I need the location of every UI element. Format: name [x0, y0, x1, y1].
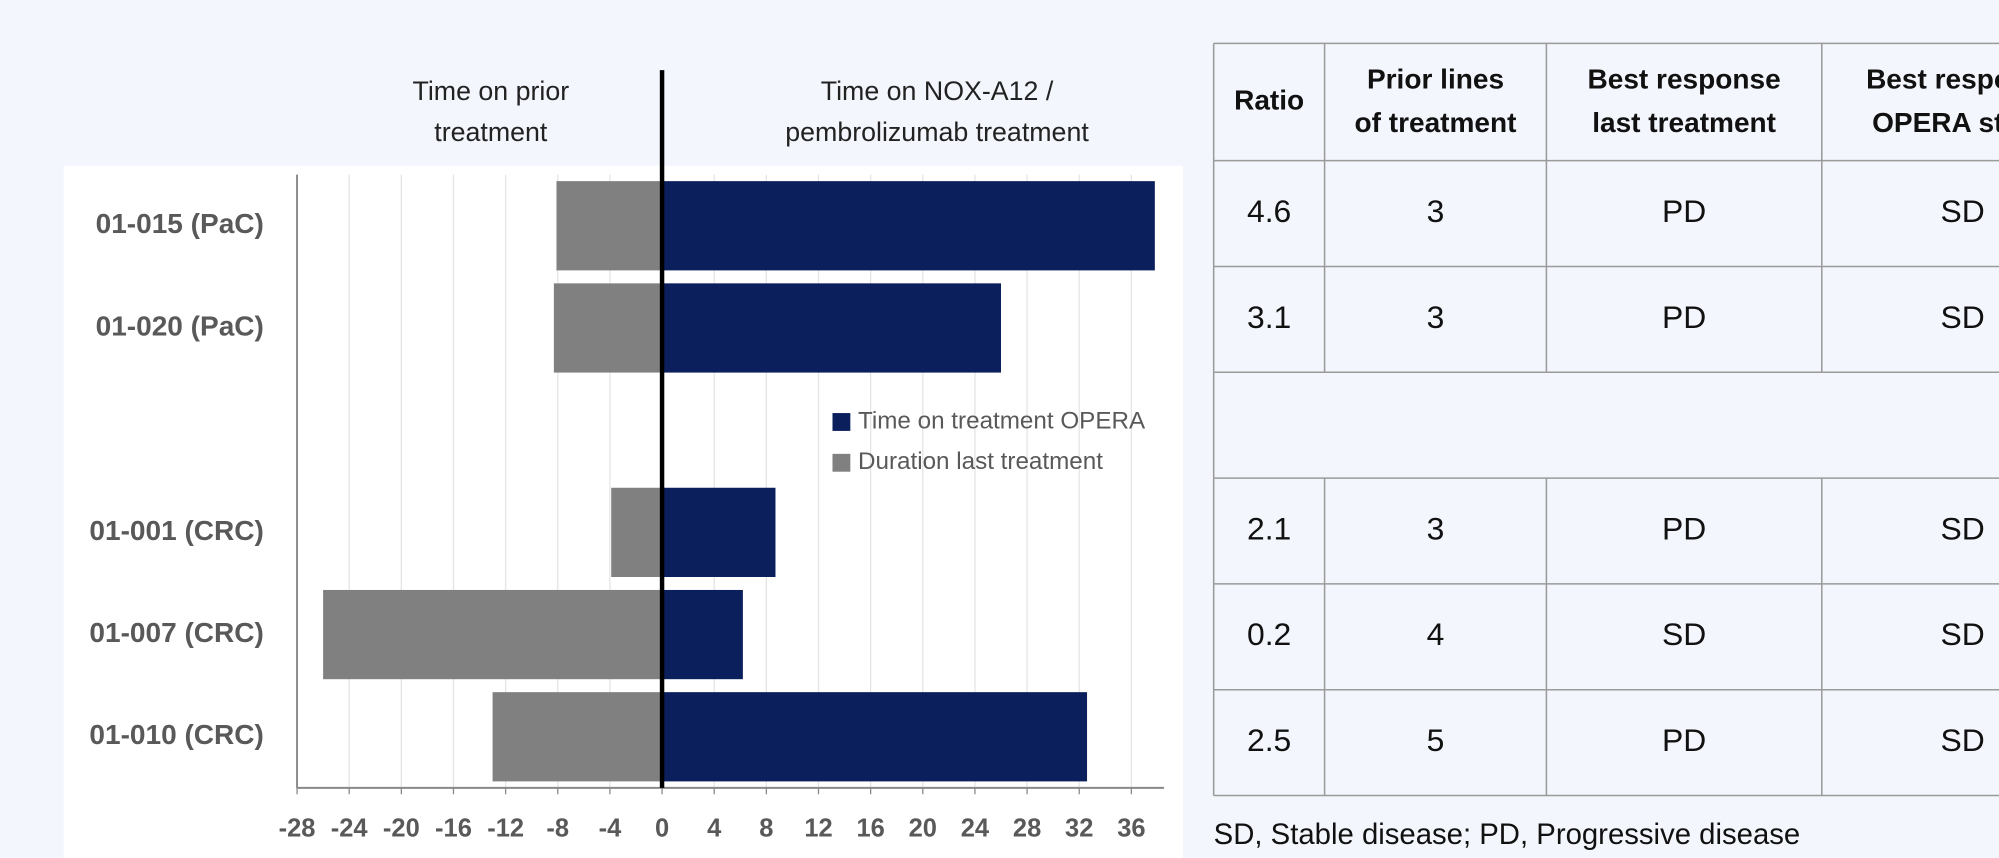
x-tick-label: 16 — [856, 815, 884, 843]
x-tick-label: -24 — [331, 815, 369, 843]
x-tick-label: 0 — [655, 815, 669, 843]
category-label: 01-020 (PaC) — [96, 310, 264, 341]
table-cell: PD — [1662, 722, 1706, 758]
table: Ratio Prior lines of treatment Best respons… — [1212, 42, 1999, 797]
table-cell: SD — [1941, 193, 1985, 229]
table-cell: 4.6 — [1247, 193, 1291, 229]
table-cell: 2.5 — [1247, 722, 1291, 758]
x-tick-label: 8 — [759, 815, 773, 843]
category-label: 01-015 (PaC) — [96, 208, 264, 239]
legend-swatch — [832, 413, 851, 431]
x-tick-label: 28 — [1013, 815, 1041, 843]
table-header: Ratio — [1234, 84, 1304, 115]
bar — [662, 181, 1155, 271]
table-cell: 3 — [1427, 510, 1445, 546]
table-cell: SD — [1941, 722, 1985, 758]
table-header: Best response last treatment — [1588, 64, 1781, 138]
x-tick-label: -28 — [279, 815, 316, 843]
bar — [611, 487, 663, 577]
annotation: Time on NOX-A12 /pembrolizumab treatment — [785, 76, 1089, 147]
x-tick-label: -8 — [546, 815, 569, 843]
x-tick-label: 12 — [804, 815, 832, 843]
legend-label: Time on treatment OPERA — [858, 407, 1146, 434]
table-cell: SD — [1941, 510, 1985, 546]
x-tick-label: -4 — [599, 815, 622, 843]
bar — [556, 181, 663, 271]
bar — [553, 283, 663, 373]
annotation: Time on prior treatment — [412, 76, 569, 147]
x-tick-label: 32 — [1065, 815, 1093, 843]
legend-label: Duration last treatment — [858, 448, 1103, 475]
x-tick-label: -16 — [435, 815, 472, 843]
category-label: 01-007 (CRC) — [89, 617, 263, 648]
table-cell: PD — [1662, 193, 1706, 229]
x-tick-label: -20 — [383, 815, 420, 843]
category-label: 01-010 (CRC) — [89, 719, 263, 750]
table-cell: SD — [1662, 616, 1706, 652]
table-header: Best responseOPERA study — [1866, 64, 1999, 138]
table-cell: 3 — [1427, 299, 1445, 335]
x-tick-label: 20 — [909, 815, 937, 843]
table-cell: PD — [1662, 510, 1706, 546]
table-cell: 3 — [1427, 193, 1445, 229]
table-cell: 4 — [1427, 616, 1445, 652]
bar — [492, 692, 663, 782]
table-header: Prior lines of treatment — [1355, 64, 1517, 138]
table-cell: 3.1 — [1247, 299, 1291, 335]
table-cell: 2.1 — [1247, 510, 1291, 546]
table-cell: SD — [1941, 299, 1985, 335]
x-tick-label: 4 — [707, 815, 722, 843]
footnote: SD, Stable disease; PD, Progressive dise… — [1214, 818, 1801, 851]
x-tick-label: 36 — [1117, 815, 1145, 843]
table-cell: 5 — [1427, 722, 1445, 758]
bar — [662, 692, 1088, 782]
table-cell: PD — [1662, 299, 1706, 335]
legend-swatch — [832, 453, 851, 472]
table-cell: 0.2 — [1247, 616, 1291, 652]
category-label: 01-001 (CRC) — [89, 515, 263, 546]
bar — [323, 589, 663, 680]
table-cell: SD — [1941, 616, 1985, 652]
bar — [662, 589, 743, 680]
bar — [662, 283, 1002, 373]
x-tick-label: -12 — [487, 815, 524, 843]
x-tick-label: 24 — [961, 815, 990, 843]
bar — [662, 487, 776, 577]
